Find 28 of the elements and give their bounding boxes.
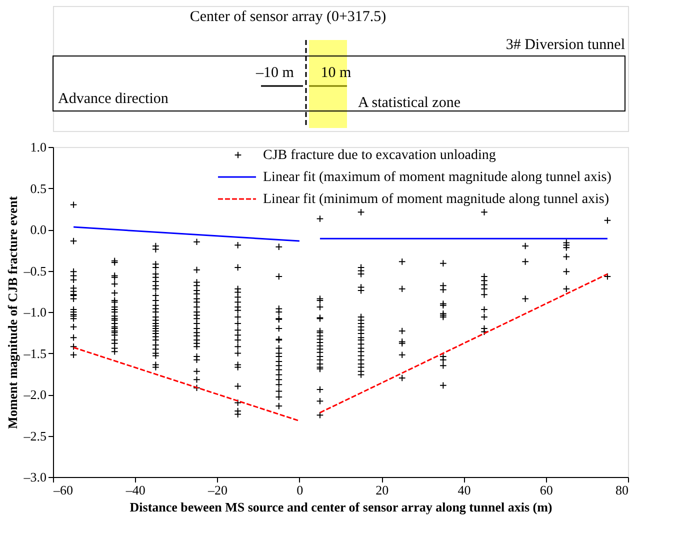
x-tick-label: –40 [124,482,146,498]
y-tick-label: 0.5 [30,180,46,196]
y-tick-label: –1.0 [22,304,46,320]
y-tick-label: 0.0 [30,222,46,237]
text: Advance direction [58,91,169,107]
text: 3# Diversion tunnel [506,37,625,53]
y-axis-title: Moment magnitude of CJB fracture event [4,196,20,429]
y-tick-label: –2.0 [22,387,46,402]
y-tick-label: –1.5 [22,346,46,361]
x-tick-label: 40 [458,482,471,498]
y-tick-label: –2.5 [22,428,46,444]
text: Center of sensor array (0+317.5) [190,9,386,25]
y-tick-label: –3.0 [22,470,46,484]
text: 10 m [320,65,352,81]
x-tick-label: 80 [616,482,628,498]
legend-label: Linear fit (maximum of moment magnitude along tunnel axis) [263,170,612,185]
y-tick-label: –0.5 [22,263,46,278]
x-axis-title: Distance beween MS source and center of sensor array along tunnel axis (m) [130,500,552,514]
x-tick-label: –20 [207,482,228,498]
text: –10 m [255,65,294,81]
x-tick-label: 20 [376,482,389,498]
legend-label: Linear fit (minimum of moment magnitude along tunnel axis) [263,192,610,207]
x-tick-label: 0 [296,482,304,498]
legend-label: CJB fracture due to excavation unloading [263,148,496,163]
x-tick-label: –60 [52,482,73,498]
x-tick-label: 60 [540,482,553,498]
text: A statistical zone [358,95,461,111]
y-tick-label: 1.0 [30,140,46,154]
